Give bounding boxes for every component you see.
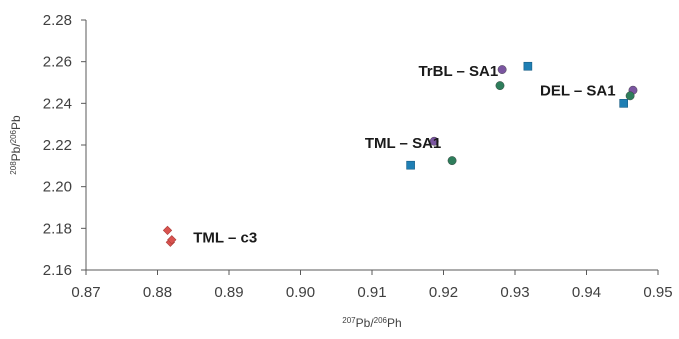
diamond-point (162, 225, 173, 236)
y-tick-label: 2.16 (43, 262, 72, 279)
y-tick-label: 2.26 (43, 54, 72, 71)
square-point (619, 99, 628, 108)
point-annotation: TML – SA1 (365, 135, 441, 152)
y-axis-title-base2: Pb (9, 115, 23, 130)
y-axis-title-sup2: 206 (9, 129, 18, 143)
y-tick-label: 2.24 (43, 95, 72, 112)
y-axis-title-sup1: 208 (9, 161, 18, 175)
x-axis-title-sup2: 206 (374, 316, 388, 325)
circle-point (497, 65, 507, 74)
circle-point (625, 91, 635, 101)
circle-point (429, 136, 439, 146)
x-tick-label: 0.89 (214, 284, 243, 301)
square-point (406, 160, 415, 170)
circle-point (495, 81, 505, 91)
point-annotation: DEL – SA1 (540, 82, 616, 99)
y-tick-label: 2.22 (43, 137, 72, 154)
square-point (523, 61, 533, 71)
x-tick-label: 0.93 (500, 284, 529, 301)
x-tick-label: 0.91 (357, 284, 386, 301)
y-tick-label: 2.28 (43, 12, 72, 29)
x-axis-title-base1: Pb/ (356, 316, 375, 330)
x-tick-label: 0.92 (429, 284, 458, 301)
x-tick-label: 0.87 (71, 284, 100, 301)
x-axis-title-base2: Ph (387, 316, 402, 330)
point-annotation: TrBL – SA1 (418, 63, 498, 80)
y-tick-label: 2.20 (43, 179, 72, 196)
x-tick-label: 0.88 (143, 284, 172, 301)
x-tick-label: 0.94 (572, 284, 601, 301)
x-axis-title-sup1: 207 (342, 316, 356, 325)
x-tick-label: 0.90 (286, 284, 315, 301)
diamond-point (167, 235, 177, 245)
y-tick-label: 2.18 (43, 220, 72, 237)
x-axis-title: 207Pb/206Ph (342, 316, 401, 331)
y-axis-title-base1: Pb/ (9, 143, 23, 162)
x-tick-label: 0.95 (643, 284, 672, 301)
circle-point (447, 156, 457, 166)
point-annotation: TML – c3 (193, 230, 257, 247)
y-axis-title: 208Pb/206Pb (9, 115, 24, 175)
